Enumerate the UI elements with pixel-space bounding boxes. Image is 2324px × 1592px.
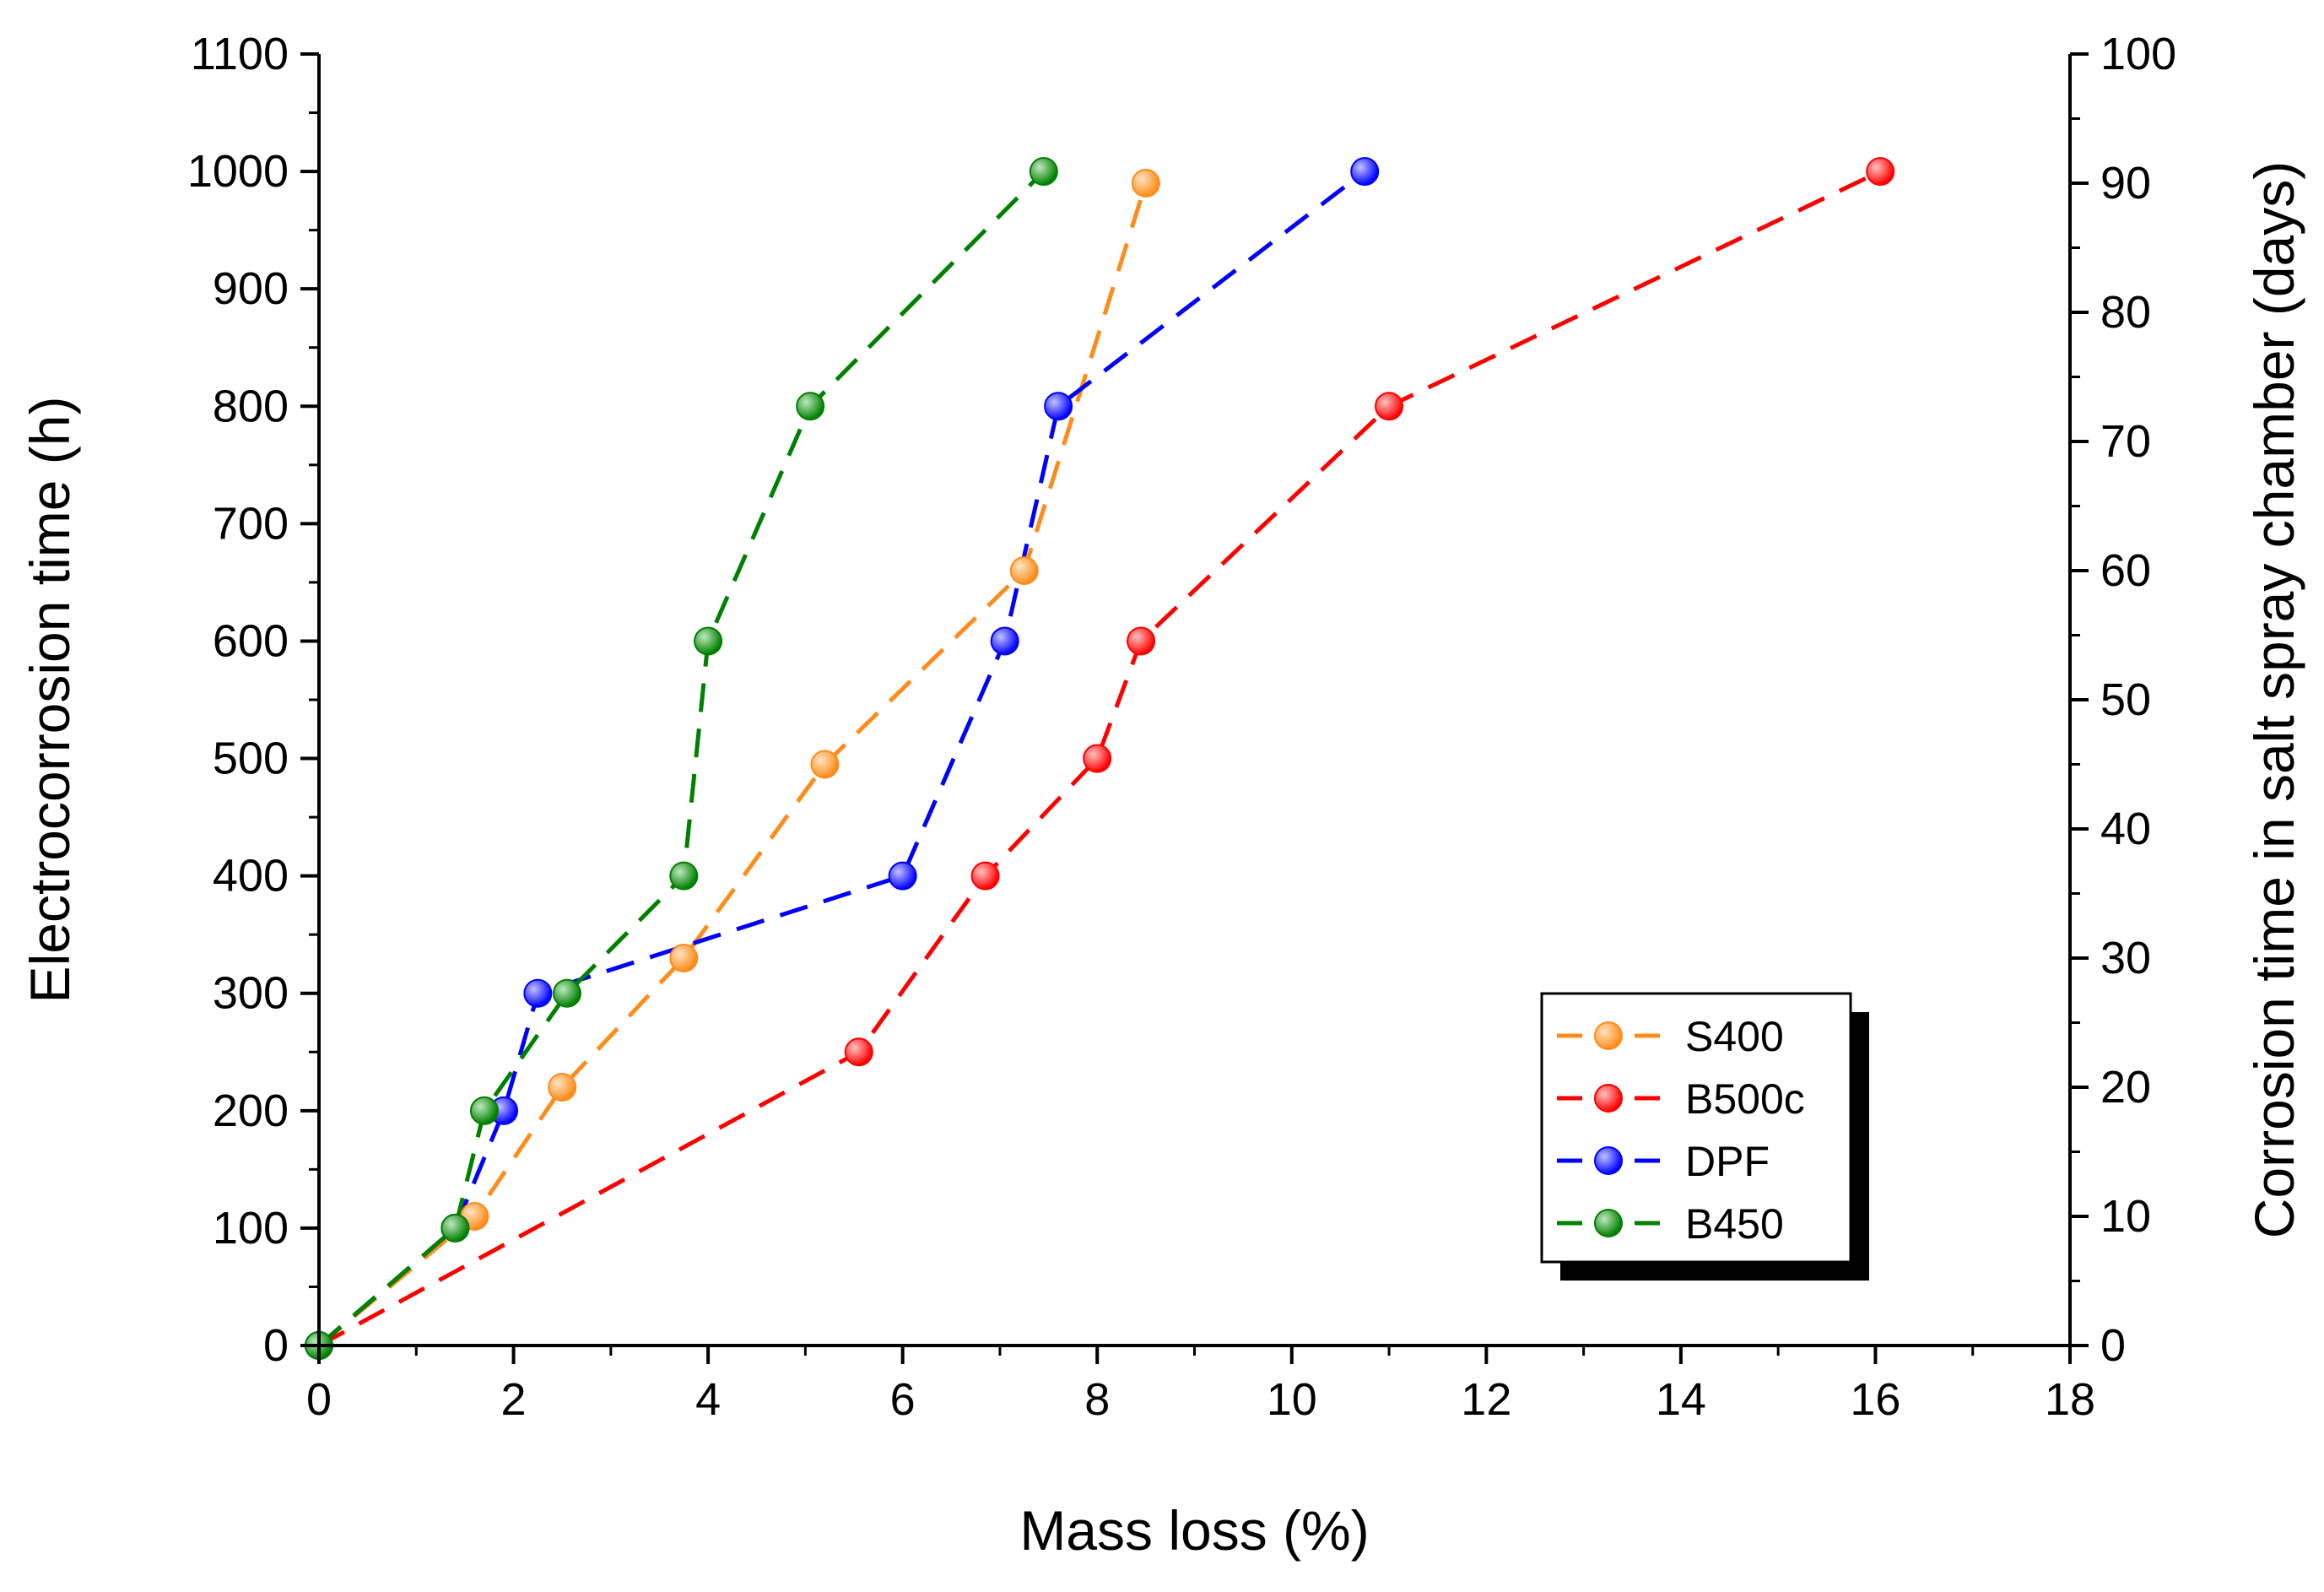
- data-point-b450-4: [669, 861, 699, 891]
- y-tick-label: 800: [213, 381, 289, 431]
- legend-marker-b500c: [1594, 1084, 1623, 1113]
- legend-label-b500c: B500c: [1685, 1075, 1805, 1123]
- y-tick-label: 900: [213, 263, 289, 314]
- legend-label-dpf: DPF: [1685, 1138, 1770, 1185]
- data-point-b450-3: [552, 978, 581, 1008]
- y2-tick-label: 80: [2100, 287, 2151, 338]
- y-tick-label: 0: [263, 1320, 289, 1371]
- y-tick-label: 100: [213, 1203, 289, 1254]
- y-tick-label: 500: [213, 734, 289, 784]
- data-point-s400-3: [669, 944, 699, 972]
- x-tick-label: 2: [501, 1374, 527, 1425]
- y-tick-label: 300: [213, 968, 289, 1019]
- data-point-b500c-6: [1866, 157, 1895, 187]
- y2-tick-label: 20: [2100, 1062, 2151, 1113]
- data-point-b450-5: [694, 626, 723, 656]
- series-line-b450: [317, 170, 1046, 1347]
- x-tick-label: 4: [695, 1374, 721, 1425]
- series-layer: [305, 157, 1895, 1360]
- x-tick-label: 8: [1084, 1374, 1110, 1425]
- x-tick-label: 16: [1850, 1374, 1900, 1425]
- data-point-b500c-1: [844, 1037, 873, 1067]
- y2-tick-label: 90: [2100, 158, 2151, 208]
- data-point-s400-6: [1131, 169, 1160, 198]
- x-tick-label: 10: [1267, 1374, 1317, 1425]
- data-point-b450-2: [469, 1096, 499, 1125]
- data-point-s400-5: [1009, 556, 1039, 585]
- y-tick-label: 400: [213, 851, 289, 902]
- y2-tick-label: 100: [2100, 29, 2176, 79]
- data-point-dpf-7: [1350, 157, 1380, 187]
- x-tick-label: 18: [2045, 1374, 2095, 1425]
- y-tick-label: 1000: [187, 146, 289, 197]
- x-axis-title: Mass loss (%): [1019, 1499, 1369, 1562]
- data-point-dpf-4: [888, 861, 917, 891]
- y2-tick-label: 50: [2100, 674, 2151, 725]
- x-tick-label: 14: [1656, 1374, 1706, 1425]
- y2-tick-label: 0: [2100, 1320, 2126, 1371]
- y2-axis-title: Corrosion time in salt spray chamber (da…: [2243, 161, 2305, 1238]
- y-tick-label: 200: [213, 1086, 289, 1136]
- data-point-b450-1: [440, 1213, 470, 1243]
- data-point-b500c-3: [1083, 744, 1112, 773]
- series-line-dpf: [317, 170, 1366, 1347]
- data-point-b450-7: [1029, 157, 1058, 187]
- data-point-b500c-4: [1127, 626, 1156, 656]
- legend-box: [1540, 992, 1852, 1264]
- series-line-s400: [317, 182, 1148, 1347]
- y2-tick-label: 70: [2100, 416, 2151, 467]
- data-point-b500c-2: [970, 861, 1000, 891]
- legend-marker-b450: [1594, 1209, 1623, 1237]
- y-tick-label: 1100: [191, 29, 289, 79]
- y-tick-label: 700: [213, 498, 289, 549]
- data-point-dpf-3: [523, 978, 553, 1008]
- data-point-s400-4: [810, 750, 840, 779]
- y-axis-title: Electrocorrosion time (h): [19, 397, 81, 1004]
- legend-label-s400: S400: [1685, 1013, 1784, 1060]
- legend: S400 B500c DPF B450: [1540, 992, 1869, 1281]
- x-tick-label: 6: [890, 1374, 916, 1425]
- legend-marker-s400: [1594, 1021, 1623, 1050]
- data-point-dpf-5: [990, 626, 1019, 656]
- data-point-b500c-5: [1375, 392, 1404, 421]
- x-tick-label: 0: [306, 1374, 332, 1425]
- legend-marker-dpf: [1594, 1146, 1623, 1175]
- y-tick-label: 600: [213, 615, 289, 666]
- x-tick-label: 12: [1461, 1374, 1511, 1425]
- data-point-b450-6: [796, 392, 825, 421]
- y2-tick-label: 10: [2100, 1191, 2151, 1242]
- y2-tick-label: 30: [2100, 933, 2151, 983]
- legend-label-b450: B450: [1685, 1200, 1784, 1248]
- data-point-s400-2: [548, 1073, 577, 1102]
- data-point-dpf-6: [1044, 392, 1073, 421]
- y2-tick-label: 60: [2100, 545, 2151, 596]
- y2-tick-label: 40: [2100, 804, 2151, 854]
